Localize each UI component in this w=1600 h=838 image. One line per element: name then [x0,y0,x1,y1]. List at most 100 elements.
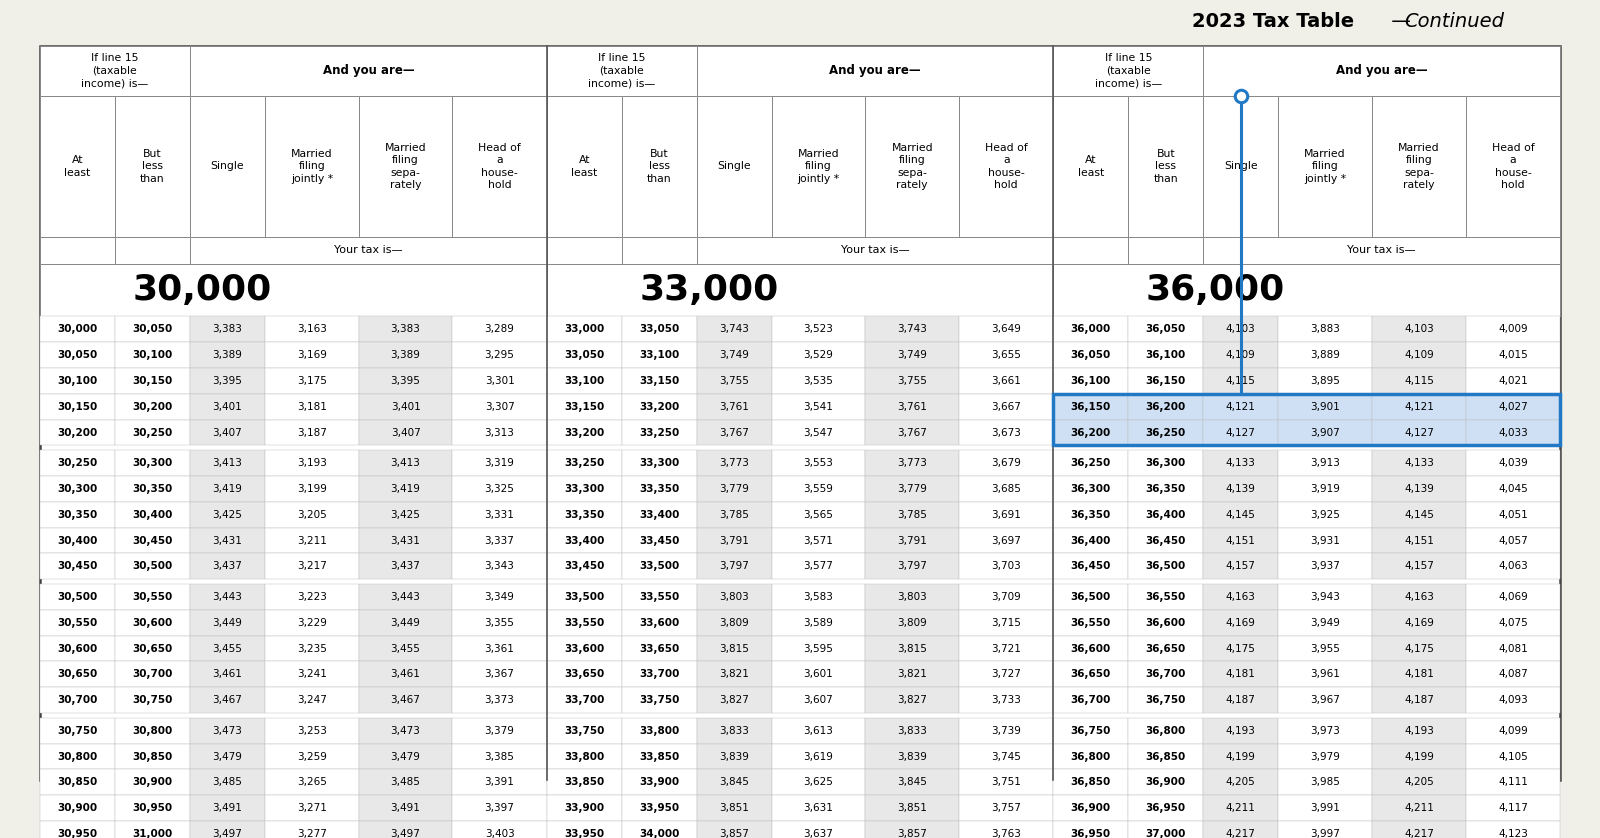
Bar [1053,821,1128,838]
Bar [453,743,547,769]
Bar [866,718,958,743]
Bar [266,317,358,342]
Text: 4,063: 4,063 [1498,561,1528,572]
Text: 3,949: 3,949 [1310,618,1341,628]
Bar [190,502,266,528]
Text: 3,187: 3,187 [298,427,326,437]
Bar [358,661,453,687]
Bar [453,795,547,821]
Bar [190,743,266,769]
Text: 3,479: 3,479 [213,752,243,762]
Text: 3,383: 3,383 [390,324,421,334]
Bar [190,718,266,743]
Text: 3,827: 3,827 [898,696,926,706]
Bar [358,795,453,821]
Bar [266,450,358,476]
Text: 36,200: 36,200 [1070,427,1110,437]
Text: 3,455: 3,455 [213,644,243,654]
Text: 4,175: 4,175 [1226,644,1256,654]
Text: 30,950: 30,950 [133,803,173,813]
Text: 3,343: 3,343 [485,561,515,572]
Bar [1278,528,1373,553]
Text: 3,199: 3,199 [298,484,326,494]
Bar [40,96,115,237]
Text: 30,600: 30,600 [133,618,173,628]
Text: 33,250: 33,250 [565,458,605,468]
Bar [453,821,547,838]
Bar [1128,718,1203,743]
Text: Your tax is—: Your tax is— [334,246,403,256]
Bar [358,476,453,502]
Bar [771,342,866,368]
Text: 3,637: 3,637 [803,829,834,838]
Text: 3,431: 3,431 [213,535,243,546]
Bar [1466,743,1560,769]
Bar [547,687,622,713]
Text: 3,349: 3,349 [485,592,515,602]
Text: 4,193: 4,193 [1226,726,1256,736]
Bar [358,636,453,661]
Text: 3,391: 3,391 [485,778,515,788]
Text: 36,300: 36,300 [1070,484,1110,494]
Bar [866,610,958,636]
Bar [1278,584,1373,610]
Bar [547,769,622,795]
Bar [866,636,958,661]
Bar [622,237,696,264]
Bar [1128,743,1203,769]
Bar [1203,46,1560,96]
Bar [266,394,358,420]
Text: 30,550: 30,550 [58,618,98,628]
Bar [358,342,453,368]
Bar [1203,795,1278,821]
Text: 33,850: 33,850 [638,752,680,762]
Bar [622,743,696,769]
Text: 3,485: 3,485 [213,778,243,788]
Bar [266,584,358,610]
Bar [190,661,266,687]
Text: 4,087: 4,087 [1498,670,1528,680]
Text: 3,229: 3,229 [298,618,326,628]
Bar [866,584,958,610]
Bar [696,394,771,420]
Bar [1373,317,1466,342]
Bar [1053,502,1128,528]
Bar [622,636,696,661]
Text: 36,300: 36,300 [1146,458,1186,468]
Bar [771,450,866,476]
Text: 3,797: 3,797 [718,561,749,572]
Text: 3,289: 3,289 [485,324,515,334]
Text: 33,350: 33,350 [638,484,680,494]
Text: 36,550: 36,550 [1146,592,1186,602]
Text: 3,943: 3,943 [1310,592,1341,602]
Text: 36,950: 36,950 [1146,803,1186,813]
Bar [453,342,547,368]
Bar [547,476,622,502]
Bar [1128,368,1203,394]
Bar [1466,795,1560,821]
Text: 3,655: 3,655 [992,350,1021,360]
Text: 4,115: 4,115 [1403,376,1434,386]
Text: 3,779: 3,779 [898,484,926,494]
Bar [958,661,1053,687]
Bar [696,687,771,713]
Text: 30,750: 30,750 [133,696,173,706]
Text: 3,265: 3,265 [298,778,326,788]
Bar [866,394,958,420]
Text: 3,337: 3,337 [485,535,515,546]
Text: 4,021: 4,021 [1498,376,1528,386]
Text: 30,300: 30,300 [58,484,98,494]
Bar [958,317,1053,342]
Text: 4,205: 4,205 [1226,778,1256,788]
Bar [771,610,866,636]
Bar [190,420,266,446]
Text: 3,749: 3,749 [718,350,749,360]
Text: 4,175: 4,175 [1403,644,1434,654]
Text: 3,395: 3,395 [390,376,421,386]
Text: 33,700: 33,700 [563,696,605,706]
Text: 3,467: 3,467 [213,696,243,706]
Bar [1466,476,1560,502]
Bar [1373,610,1466,636]
Text: 30,750: 30,750 [58,726,98,736]
Bar [771,476,866,502]
